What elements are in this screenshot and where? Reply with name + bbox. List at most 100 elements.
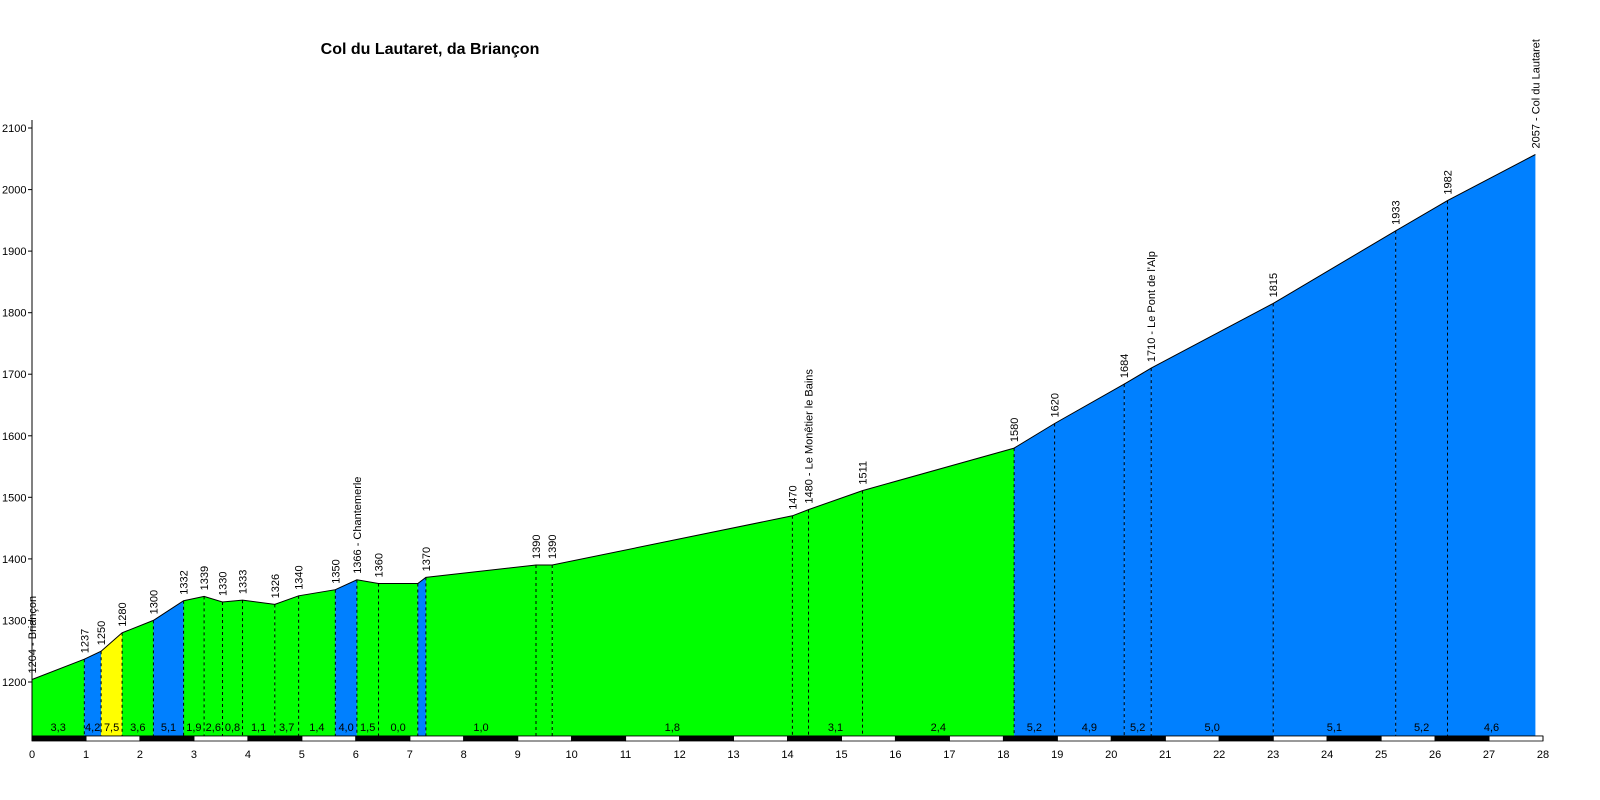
km-bar-block	[1110, 735, 1166, 742]
profile-segment-2	[101, 632, 123, 736]
segment-gradient-label: 5,2	[1027, 722, 1042, 734]
x-tick-label: 10	[565, 749, 577, 761]
km-bar-block	[1164, 735, 1220, 742]
segment-gradient-label: 1,1	[251, 722, 266, 734]
km-bar-block	[895, 735, 950, 742]
segment-gradient-label: 1,4	[309, 722, 324, 734]
elevation-point-label: 1470	[787, 485, 799, 509]
profile-segment-13	[378, 583, 418, 736]
segment-gradient-label: 5,0	[1205, 722, 1220, 734]
km-bar-block	[247, 735, 303, 742]
y-tick-label: 1700	[2, 369, 26, 381]
profile-segment-21	[1014, 423, 1055, 736]
km-bar-block	[1272, 735, 1328, 742]
x-tick-label: 21	[1159, 749, 1171, 761]
km-bar-block	[571, 735, 626, 742]
profile-segment-18	[792, 509, 809, 736]
profile-segment-25	[1273, 230, 1396, 737]
x-tick-label: 3	[191, 749, 197, 761]
elevation-point-label: 1250	[96, 621, 108, 645]
km-bar-block	[193, 735, 249, 742]
km-bar-block	[679, 735, 734, 742]
segment-gradient-label: 5,2	[1130, 722, 1145, 734]
profile-segment-8	[242, 600, 275, 736]
profile-segment-19	[808, 490, 863, 736]
km-bar-block	[1056, 735, 1112, 742]
profile-segment-12	[356, 579, 379, 736]
x-tick-label: 11	[620, 749, 631, 761]
profile-segment-3	[122, 620, 154, 736]
elevation-point-label: 1204 - Briançon	[27, 596, 39, 674]
profile-segment-20	[862, 448, 1015, 736]
elevation-point-label: 1339	[199, 566, 211, 590]
elevation-point-label: 1580	[1009, 418, 1021, 442]
elevation-point-label: 2057 - Col du Lautaret	[1530, 39, 1542, 148]
x-tick-label: 1	[83, 749, 89, 761]
segment-gradient-label: 7,5	[104, 722, 119, 734]
km-bar-block	[85, 735, 141, 742]
elevation-point-label: 1326	[270, 574, 282, 598]
x-tick-label: 24	[1321, 749, 1333, 761]
elevation-point-label: 1933	[1391, 200, 1403, 224]
km-bar-block	[463, 735, 519, 742]
x-tick-label: 0	[29, 749, 35, 761]
profile-segment-0	[32, 659, 85, 736]
km-bar-block	[355, 735, 411, 742]
profile-segment-9	[274, 595, 299, 736]
profile-segment-23	[1124, 368, 1152, 736]
x-tick-label: 2	[137, 749, 143, 761]
y-tick-label: 1800	[2, 308, 26, 320]
km-bar-block	[949, 735, 1004, 742]
y-tick-label: 1200	[2, 677, 26, 689]
elevation-point-label: 1370	[421, 547, 433, 571]
km-bar-block	[1003, 735, 1058, 742]
y-tick-label: 1600	[2, 431, 26, 443]
y-tick-label: 2100	[2, 123, 26, 135]
profile-segment-27	[1447, 154, 1536, 736]
profile-segment-26	[1395, 200, 1448, 737]
elevation-point-label: 1511	[858, 461, 870, 485]
elevation-point-label: 1480 - Le Monêtier le Bains	[804, 369, 816, 504]
segment-gradient-label: 3,7	[279, 722, 294, 734]
x-tick-label: 20	[1105, 749, 1117, 761]
x-tick-label: 6	[353, 749, 359, 761]
profile-segment-24	[1151, 303, 1274, 736]
profile-segment-4	[153, 600, 184, 736]
km-bar-block	[841, 735, 896, 742]
segment-gradient-label: 0,8	[225, 722, 240, 734]
km-bar-block	[787, 735, 842, 742]
km-bar-block	[1488, 735, 1544, 742]
profile-segment-16	[536, 565, 553, 736]
x-tick-label: 13	[727, 749, 739, 761]
km-bar-block	[409, 735, 465, 742]
x-tick-label: 5	[299, 749, 305, 761]
profile-segment-1	[84, 651, 102, 736]
km-bar-block	[733, 735, 788, 742]
km-bar-block	[1218, 735, 1274, 742]
x-tick-label: 16	[889, 749, 901, 761]
segment-gradient-label: 4,2	[85, 722, 100, 734]
elevation-point-label: 1280	[117, 602, 129, 626]
profile-segment-22	[1054, 384, 1125, 736]
y-tick-label: 1900	[2, 246, 26, 258]
segment-gradient-label: 3,3	[51, 722, 66, 734]
km-bar-block	[139, 735, 195, 742]
x-tick-label: 23	[1267, 749, 1279, 761]
x-tick-label: 25	[1375, 749, 1387, 761]
segment-gradient-label: 1,9	[186, 722, 201, 734]
x-tick-label: 7	[407, 749, 413, 761]
x-tick-label: 28	[1537, 749, 1549, 761]
elevation-point-label: 1815	[1268, 273, 1280, 297]
y-tick-label: 1400	[2, 554, 26, 566]
y-tick-label: 1300	[2, 615, 26, 627]
y-tick-label: 1500	[2, 492, 26, 504]
km-bar-block	[517, 735, 573, 742]
profile-segment-14	[417, 577, 426, 736]
elevation-point-label: 1366 - Chantemerle	[352, 477, 364, 574]
segment-gradient-label: 5,1	[1327, 722, 1342, 734]
segment-gradient-label: 5,2	[1414, 722, 1429, 734]
segment-gradient-label: 2,4	[931, 722, 946, 734]
elevation-point-label: 1684	[1119, 354, 1131, 378]
x-tick-label: 4	[245, 749, 251, 761]
km-bar-block	[1380, 735, 1436, 742]
